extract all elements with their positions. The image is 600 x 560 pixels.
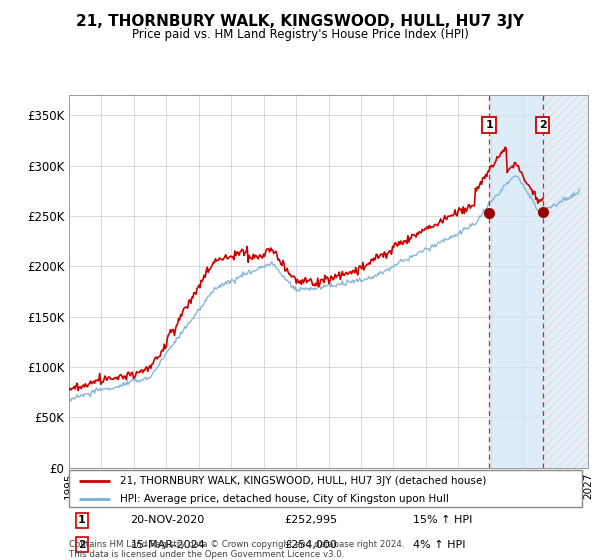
Bar [542, 95, 588, 468]
Text: Price paid vs. HM Land Registry's House Price Index (HPI): Price paid vs. HM Land Registry's House … [131, 28, 469, 41]
Text: 4% ↑ HPI: 4% ↑ HPI [413, 540, 465, 550]
Text: £254,000: £254,000 [284, 540, 337, 550]
Text: 1: 1 [78, 515, 86, 525]
Text: 15% ↑ HPI: 15% ↑ HPI [413, 515, 472, 525]
Text: 2: 2 [539, 120, 547, 130]
Text: 20-NOV-2020: 20-NOV-2020 [131, 515, 205, 525]
Text: 21, THORNBURY WALK, KINGSWOOD, HULL, HU7 3JY (detached house): 21, THORNBURY WALK, KINGSWOOD, HULL, HU7… [121, 475, 487, 486]
Text: £252,995: £252,995 [284, 515, 338, 525]
Bar [489, 95, 542, 468]
Bar [542, 95, 588, 468]
Text: 2: 2 [78, 540, 86, 550]
Text: HPI: Average price, detached house, City of Kingston upon Hull: HPI: Average price, detached house, City… [121, 494, 449, 504]
Text: 15-MAR-2024: 15-MAR-2024 [131, 540, 205, 550]
Text: Contains HM Land Registry data © Crown copyright and database right 2024.
This d: Contains HM Land Registry data © Crown c… [69, 540, 404, 559]
Text: 1: 1 [485, 120, 493, 130]
Text: 21, THORNBURY WALK, KINGSWOOD, HULL, HU7 3JY: 21, THORNBURY WALK, KINGSWOOD, HULL, HU7… [76, 14, 524, 29]
